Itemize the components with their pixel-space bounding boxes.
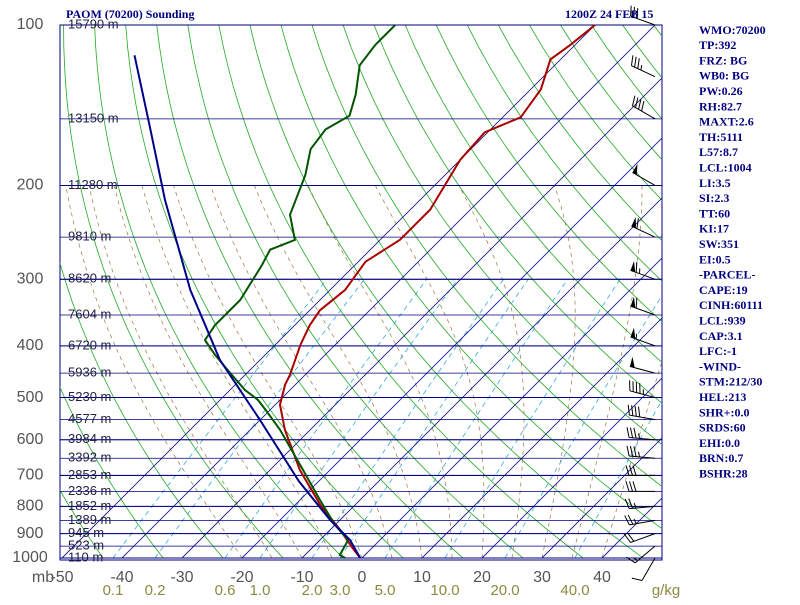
index-text: MAXT:2.6 xyxy=(699,115,754,129)
index-text: LCL:1004 xyxy=(699,160,752,174)
mixing-ratio-label: 10.0 xyxy=(430,582,459,599)
y-tick-label: 600 xyxy=(17,431,44,448)
x-tick-label: 10 xyxy=(413,569,431,586)
chart-time: 1200Z 24 FEB 15 xyxy=(565,7,653,21)
barb-feather xyxy=(636,262,637,272)
index-text: TH:5111 xyxy=(699,130,743,144)
index-text: SI:2.3 xyxy=(699,191,729,205)
dry-adiabat xyxy=(747,25,800,558)
mixing-ratio-label: 0.2 xyxy=(145,582,166,599)
height-label: 8620 m xyxy=(68,271,111,286)
index-text: CINH:60111 xyxy=(699,298,763,312)
index-text: -WIND- xyxy=(699,359,741,373)
x-tick-label: -40 xyxy=(110,569,133,586)
index-text: SHR+:0.0 xyxy=(699,405,750,419)
index-text: CAPE:19 xyxy=(699,283,748,297)
height-label: 2336 m xyxy=(68,483,111,498)
y-tick-label: 100 xyxy=(17,16,44,33)
index-text: KI:17 xyxy=(699,222,729,236)
index-text: HEL:213 xyxy=(699,390,746,404)
index-text: -PARCEL- xyxy=(699,268,755,282)
height-label: 6720 m xyxy=(68,337,111,352)
mixing-ratio-label: 5.0 xyxy=(375,582,396,599)
mixing-ratio-label: 20.0 xyxy=(490,582,519,599)
height-label: 5230 m xyxy=(68,389,111,404)
index-text: EI:0.5 xyxy=(699,252,731,266)
y-tick-label: 500 xyxy=(17,389,44,406)
y-unit: mb xyxy=(32,569,54,586)
index-text: FRZ: BG xyxy=(699,53,747,67)
y-tick-label: 1000 xyxy=(12,549,48,566)
height-label: 3392 m xyxy=(68,450,111,465)
index-text: TP:392 xyxy=(699,38,736,52)
dry-adiabat xyxy=(778,25,800,558)
wind-barb xyxy=(632,558,655,581)
index-text: L57:8.7 xyxy=(699,145,738,159)
index-text: PW:0.26 xyxy=(699,84,743,98)
index-text: LI:3.5 xyxy=(699,176,731,190)
x-tick-label: 0 xyxy=(358,569,367,586)
height-label: 3984 m xyxy=(68,431,111,446)
height-label: 13150 m xyxy=(68,110,119,125)
height-label: 4577 m xyxy=(68,411,111,426)
index-text: LCL:939 xyxy=(699,313,746,327)
height-label: 2853 m xyxy=(68,467,111,482)
index-text: LFC:-1 xyxy=(699,344,737,358)
index-text: RH:82.7 xyxy=(699,99,742,113)
height-label: 11280 m xyxy=(68,177,118,192)
index-text: SW:351 xyxy=(699,237,739,251)
x-tick-label: 40 xyxy=(593,569,611,586)
height-label: 1852 m xyxy=(68,498,111,513)
index-text: BSHR:28 xyxy=(699,466,748,480)
y-tick-label: 900 xyxy=(17,525,44,542)
index-text: BRN:0.7 xyxy=(699,451,743,465)
index-text: WMO:70200 xyxy=(699,23,766,37)
x-tick-label: 20 xyxy=(473,569,491,586)
plot-area xyxy=(60,25,662,560)
chart-title: PAOM (70200) Sounding xyxy=(66,7,194,21)
x-tick-label: -10 xyxy=(290,569,313,586)
barb-feather xyxy=(632,578,642,580)
x-tick-label: -20 xyxy=(230,569,253,586)
index-text: STM:212/30 xyxy=(699,375,762,389)
height-label: 7604 m xyxy=(68,306,111,321)
x-tick-label: -30 xyxy=(170,569,193,586)
index-text: CAP:3.1 xyxy=(699,329,743,343)
y-tick-label: 800 xyxy=(17,498,44,515)
index-text: EHI:0.0 xyxy=(699,436,740,450)
y-tick-label: 200 xyxy=(17,177,44,194)
index-text: TT:60 xyxy=(699,206,730,220)
mixing-ratio-label: 40.0 xyxy=(560,582,589,599)
index-text: SRDS:60 xyxy=(699,421,746,435)
height-label: 110 m xyxy=(68,549,103,564)
mixing-ratio-unit: g/kg xyxy=(652,582,680,599)
y-tick-label: 300 xyxy=(17,271,44,288)
index-text: WB0: BG xyxy=(699,69,749,83)
height-label: 5936 m xyxy=(68,365,111,380)
x-tick-label: 30 xyxy=(533,569,551,586)
barb-feather xyxy=(636,298,637,308)
barb-staff xyxy=(642,558,655,581)
y-tick-label: 400 xyxy=(17,337,44,354)
mixing-ratio-label: 3.0 xyxy=(330,582,351,599)
height-label: 9810 m xyxy=(68,229,111,244)
y-tick-label: 700 xyxy=(17,467,44,484)
